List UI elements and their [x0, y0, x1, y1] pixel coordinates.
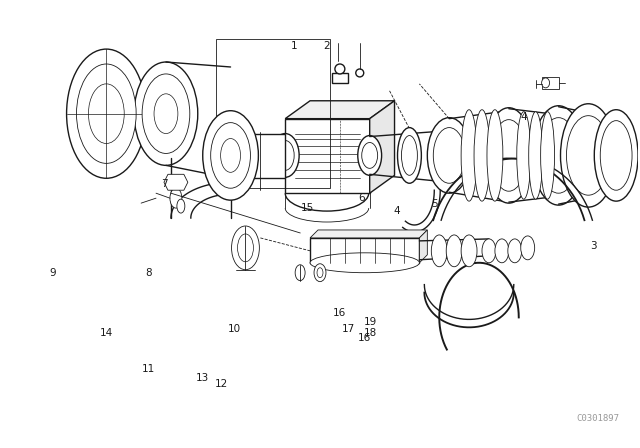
Ellipse shape [532, 106, 584, 205]
Ellipse shape [428, 118, 471, 193]
Ellipse shape [237, 234, 253, 262]
Text: 9: 9 [49, 268, 56, 278]
Text: 16: 16 [332, 308, 346, 318]
Ellipse shape [485, 108, 532, 203]
Text: 15: 15 [301, 203, 314, 213]
Ellipse shape [88, 84, 124, 143]
Ellipse shape [358, 136, 381, 175]
Ellipse shape [401, 136, 417, 175]
Ellipse shape [521, 236, 534, 260]
Polygon shape [285, 101, 394, 119]
Text: 8: 8 [145, 268, 152, 278]
Ellipse shape [516, 112, 531, 199]
Polygon shape [541, 77, 559, 89]
Ellipse shape [310, 253, 419, 273]
Ellipse shape [461, 110, 477, 201]
Ellipse shape [482, 239, 496, 263]
Ellipse shape [539, 118, 579, 193]
Ellipse shape [495, 239, 509, 263]
Ellipse shape [67, 49, 146, 178]
Text: C0301897: C0301897 [577, 414, 620, 423]
Ellipse shape [491, 120, 527, 191]
Ellipse shape [431, 235, 447, 267]
Polygon shape [419, 230, 428, 263]
Ellipse shape [529, 112, 543, 199]
Polygon shape [310, 230, 428, 238]
Polygon shape [285, 119, 370, 193]
Ellipse shape [177, 199, 185, 213]
Ellipse shape [77, 64, 136, 164]
Ellipse shape [221, 138, 241, 172]
Polygon shape [164, 174, 188, 190]
Text: 1: 1 [291, 41, 298, 51]
Text: 13: 13 [196, 373, 209, 383]
Ellipse shape [276, 141, 294, 170]
Text: 12: 12 [215, 379, 228, 389]
Text: 3: 3 [590, 241, 597, 251]
Ellipse shape [203, 111, 259, 200]
Text: 16: 16 [358, 332, 371, 343]
Text: 5: 5 [431, 199, 438, 209]
Ellipse shape [295, 265, 305, 280]
Ellipse shape [561, 104, 616, 207]
Ellipse shape [314, 264, 326, 282]
Text: 10: 10 [228, 323, 241, 334]
Ellipse shape [271, 134, 299, 177]
Ellipse shape [446, 235, 462, 267]
Ellipse shape [232, 226, 259, 270]
Text: 11: 11 [141, 364, 155, 374]
Polygon shape [310, 238, 419, 263]
Polygon shape [370, 101, 394, 193]
Ellipse shape [600, 121, 632, 190]
Text: 4: 4 [393, 206, 399, 215]
Text: 6: 6 [358, 193, 365, 203]
Ellipse shape [508, 239, 522, 263]
Ellipse shape [541, 112, 554, 199]
Text: 17: 17 [342, 323, 355, 334]
Polygon shape [230, 134, 285, 178]
Ellipse shape [433, 128, 465, 183]
Ellipse shape [356, 69, 364, 77]
Text: 14: 14 [100, 328, 113, 338]
Polygon shape [332, 73, 348, 83]
Ellipse shape [154, 94, 178, 134]
Ellipse shape [474, 110, 490, 201]
Ellipse shape [461, 235, 477, 267]
Ellipse shape [595, 110, 638, 201]
Ellipse shape [142, 74, 190, 154]
Ellipse shape [362, 142, 378, 168]
Text: 7: 7 [161, 179, 168, 189]
Ellipse shape [134, 62, 198, 165]
Text: 2: 2 [323, 41, 330, 51]
Ellipse shape [317, 268, 323, 278]
Ellipse shape [211, 123, 250, 188]
Text: 18: 18 [364, 328, 378, 338]
Text: 4: 4 [520, 112, 527, 122]
Ellipse shape [487, 110, 503, 201]
Ellipse shape [335, 64, 345, 74]
Ellipse shape [397, 128, 421, 183]
Ellipse shape [566, 116, 610, 195]
Ellipse shape [541, 78, 550, 88]
Ellipse shape [170, 188, 182, 208]
Text: 19: 19 [364, 317, 378, 327]
